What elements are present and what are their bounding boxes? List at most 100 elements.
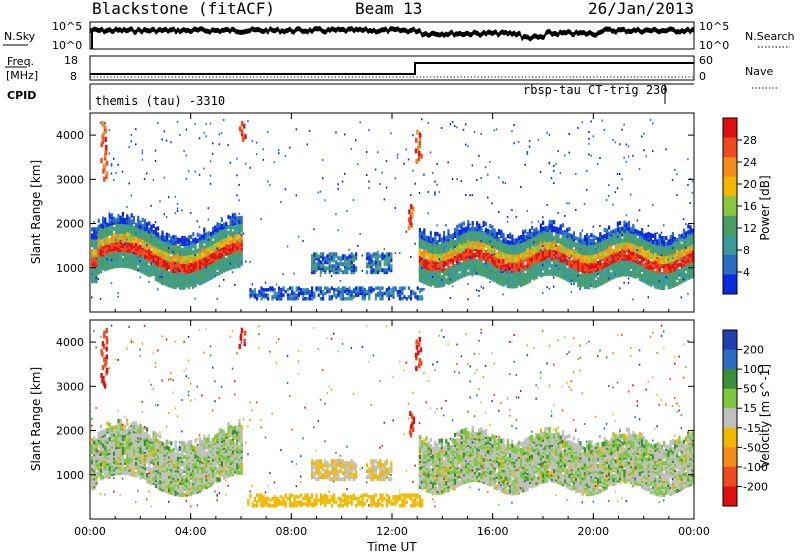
heatmap-cell <box>625 254 628 259</box>
heatmap-cell <box>632 298 634 301</box>
heatmap-cell <box>282 286 285 290</box>
heatmap-cell <box>438 258 441 261</box>
heatmap-cell <box>570 282 573 285</box>
heatmap-cell <box>471 252 474 258</box>
heatmap-cell <box>616 231 619 236</box>
heatmap-cell <box>339 268 342 273</box>
heatmap-cell <box>561 230 564 233</box>
heatmap-cell <box>432 271 435 276</box>
heatmap-cell <box>449 238 452 243</box>
heatmap-cell <box>346 289 349 294</box>
heatmap-cell <box>179 237 182 243</box>
heatmap-cell <box>322 159 324 161</box>
heatmap-cell <box>438 237 441 242</box>
heatmap-cell <box>590 245 593 250</box>
heatmap-cell <box>273 288 276 292</box>
heatmap-cell <box>577 259 580 264</box>
heatmap-cell <box>163 259 166 264</box>
heatmap-cell <box>473 227 476 232</box>
heatmap-cell <box>253 295 256 299</box>
heatmap-cell <box>328 297 331 301</box>
heatmap-cell <box>425 269 428 274</box>
heatmap-cell <box>93 227 96 232</box>
freq-tick-top: 18 <box>64 54 78 67</box>
heatmap-cell <box>568 236 571 242</box>
heatmap-cell <box>366 262 369 267</box>
heatmap-cell <box>482 262 485 267</box>
heatmap-cell <box>575 250 578 255</box>
heatmap-cell <box>667 251 670 256</box>
heatmap-cell <box>423 234 426 239</box>
heatmap-cell <box>616 221 619 226</box>
heatmap-cell <box>434 193 436 196</box>
heatmap-cell <box>443 233 445 236</box>
heatmap-cell <box>126 214 129 219</box>
heatmap-cell <box>586 285 589 290</box>
heatmap-cell <box>462 233 465 238</box>
heatmap-cell <box>412 289 415 294</box>
heatmap-cell <box>126 244 128 247</box>
heatmap-cell <box>467 219 470 225</box>
heatmap-cell <box>517 261 520 266</box>
heatmap-cell <box>612 203 614 206</box>
heatmap-cell <box>383 268 386 273</box>
cpid-mode-right: rbsp-tau CT-trig 230 <box>523 83 668 97</box>
heatmap-cell <box>179 279 182 284</box>
heatmap-cell <box>522 272 525 277</box>
heatmap-cell <box>324 291 327 296</box>
heatmap-cell <box>504 281 507 286</box>
heatmap-cell <box>436 183 438 186</box>
heatmap-cell <box>449 278 452 281</box>
heatmap-cell <box>533 228 536 233</box>
heatmap-cell <box>218 133 221 136</box>
heatmap-cell <box>542 272 545 277</box>
heatmap-cell <box>632 154 634 157</box>
heatmap-cell <box>370 289 373 294</box>
heatmap-cell <box>179 243 182 248</box>
heatmap-cell <box>262 288 265 292</box>
heatmap-cell <box>608 257 611 262</box>
heatmap-cell <box>209 160 212 163</box>
heatmap-cell <box>429 232 432 235</box>
heatmap-cell <box>526 271 529 276</box>
heatmap-cell <box>302 239 304 242</box>
heatmap-cell <box>531 231 534 236</box>
heatmap-cell <box>504 257 507 262</box>
heatmap-cell <box>553 259 556 265</box>
heatmap-cell <box>594 279 597 284</box>
heatmap-cell <box>451 233 454 238</box>
heatmap-cell <box>476 289 478 292</box>
heatmap-cell <box>322 293 325 297</box>
heatmap-cell <box>667 277 669 280</box>
heatmap-cell <box>553 182 555 185</box>
heatmap-cell <box>440 275 443 280</box>
heatmap-cell <box>616 173 619 176</box>
heatmap-cell <box>115 171 117 174</box>
heatmap-cell <box>176 245 179 250</box>
heatmap-cell <box>225 243 228 248</box>
heatmap-cell <box>146 226 149 231</box>
heatmap-cell <box>643 235 645 238</box>
heatmap-cell <box>132 251 135 254</box>
heatmap-cell <box>335 252 338 257</box>
heatmap-cell <box>590 120 592 123</box>
heatmap-cell <box>99 248 102 251</box>
heatmap-cell <box>454 125 456 128</box>
heatmap-cell <box>390 258 393 263</box>
heatmap-cell <box>198 237 201 240</box>
heatmap-cell <box>542 254 545 259</box>
heatmap-cell <box>286 293 289 297</box>
heatmap-cell <box>663 263 666 269</box>
heatmap-cell <box>249 260 251 263</box>
heatmap-cell <box>297 286 300 290</box>
heatmap-cell <box>493 232 496 237</box>
heatmap-cell <box>95 253 98 258</box>
heatmap-cell <box>205 240 208 245</box>
heatmap-cell <box>150 224 153 229</box>
heatmap-cell <box>572 231 575 236</box>
heatmap-cell <box>326 254 329 259</box>
heatmap-cell <box>456 178 458 181</box>
heatmap-cell <box>528 228 531 234</box>
heatmap-cell <box>154 247 157 252</box>
